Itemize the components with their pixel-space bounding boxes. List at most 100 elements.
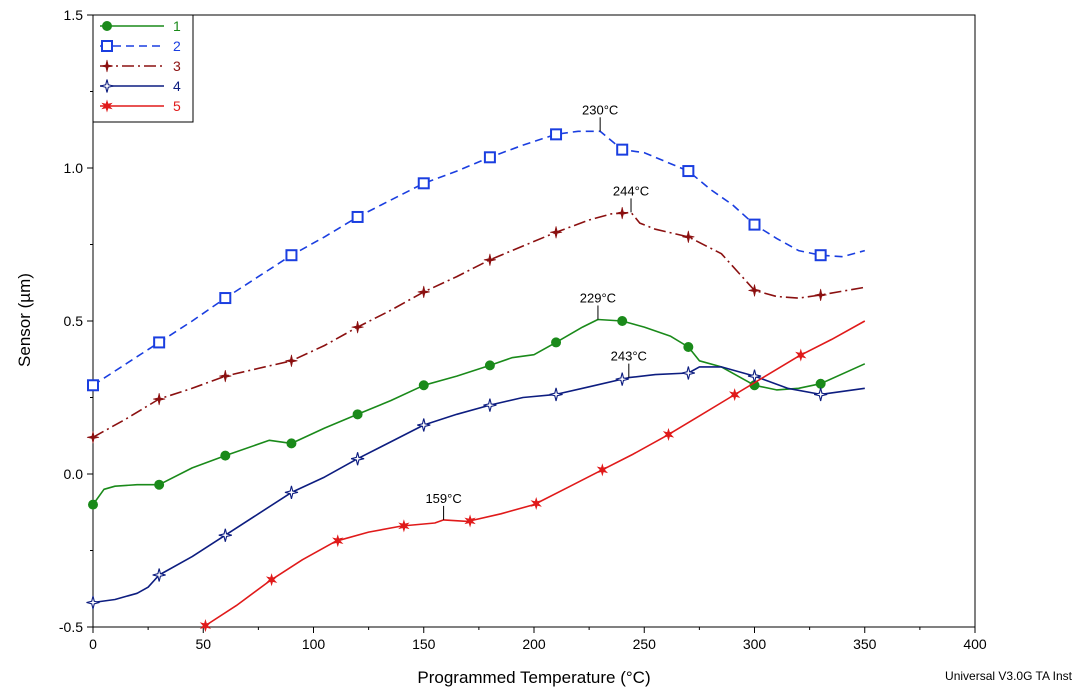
y-tick-label: -0.5: [59, 619, 83, 635]
x-tick-label: 300: [743, 636, 767, 652]
series-4-marker: [681, 366, 695, 380]
series-1-marker: [617, 316, 628, 326]
series-5-marker: [530, 496, 542, 511]
series-2-marker: [682, 165, 695, 178]
legend: 1 2 3 4 5: [92, 14, 194, 123]
series-3-marker: [682, 230, 695, 243]
series-1-marker: [286, 438, 297, 449]
series-3-marker: [351, 321, 364, 334]
series-4-marker: [152, 568, 166, 582]
annotation-label: 159°C: [425, 491, 461, 506]
series-4-marker: [284, 485, 299, 499]
series-4-marker: [549, 387, 563, 402]
series-4-marker: [615, 372, 629, 386]
annotations-layer: 230°C 244°C 229°C 243°C 159°C: [425, 102, 649, 520]
series-4-marker: [86, 595, 100, 610]
series-4-line: [92, 366, 865, 604]
series-3-marker: [483, 253, 496, 266]
series-5-marker: [332, 534, 344, 548]
series-1: [88, 316, 866, 510]
series-2-marker: [153, 336, 166, 349]
series-2-marker: [814, 249, 827, 262]
series-3-marker: [153, 392, 166, 406]
series-2-marker: [616, 143, 629, 156]
x-tick-label: 250: [633, 636, 657, 652]
series-4-marker: [814, 387, 828, 402]
x-tick-label: 350: [853, 636, 877, 652]
series-5: [199, 320, 866, 633]
series-2-marker: [417, 177, 430, 190]
series-2-marker: [550, 128, 563, 141]
x-tick-label: 150: [412, 636, 436, 652]
legend-marker-2: [101, 40, 113, 52]
series-2-marker: [285, 249, 298, 262]
series-2-line: [92, 130, 866, 386]
series-layer: [86, 128, 866, 633]
y-axis-title: Sensor (µm): [15, 273, 34, 367]
legend-label-5: 5: [173, 98, 181, 114]
series-1-line: [92, 318, 866, 506]
legend-marker-1: [102, 21, 112, 31]
legend-label-3: 3: [173, 58, 181, 74]
series-2-marker: [219, 292, 232, 305]
series-3-marker: [814, 288, 827, 302]
series-2: [87, 128, 866, 392]
series-1-marker: [551, 337, 562, 348]
series-2-marker: [748, 218, 761, 231]
series-5-marker: [464, 514, 476, 528]
y-tick-label: 1.5: [64, 7, 84, 23]
series-4: [86, 366, 865, 610]
series-1-marker: [815, 378, 826, 389]
series-4-marker: [417, 418, 431, 432]
annotation-label: 229°C: [580, 290, 616, 305]
legend-label-1: 1: [173, 18, 181, 34]
series-2-marker: [87, 379, 99, 392]
legend-marker-5: [101, 99, 113, 113]
series-3-marker: [285, 354, 298, 367]
series-5-marker: [199, 619, 212, 633]
series-1-marker: [154, 479, 165, 490]
x-tick-label: 50: [195, 636, 211, 652]
series-3-line: [92, 211, 865, 438]
series-5-marker: [662, 427, 675, 441]
series-3: [86, 206, 865, 444]
series-1-marker: [683, 342, 694, 353]
legend-label-4: 4: [173, 78, 181, 94]
x-tick-label: 0: [89, 636, 97, 652]
annotation-label: 230°C: [582, 102, 618, 117]
series-3-marker: [616, 206, 629, 220]
legend-label-2: 2: [173, 38, 181, 54]
series-5-marker: [398, 519, 410, 533]
footer-text: Universal V3.0G TA Inst: [945, 669, 1073, 683]
legend-marker-4: [100, 79, 114, 93]
x-tick-label: 400: [963, 636, 987, 652]
series-1-marker: [220, 450, 231, 461]
series-4-marker: [483, 398, 497, 412]
series-5-marker: [728, 388, 741, 402]
series-3-marker: [86, 431, 100, 444]
x-axis-title: Programmed Temperature (°C): [417, 668, 650, 687]
series-1-marker: [418, 380, 429, 391]
y-tick-label: 0.0: [64, 466, 84, 482]
plot-area: 0 50 100 150 200 250 300 350 400 -0.5 0.0 0.5 1.0 1.5: [59, 7, 987, 652]
series-3-marker: [549, 226, 563, 239]
series-5-line: [202, 320, 866, 628]
series-1-marker: [484, 360, 495, 371]
series-5-marker: [795, 348, 807, 362]
series-5-marker: [265, 573, 278, 587]
legend-marker-3: [100, 59, 114, 73]
series-3-marker: [219, 370, 232, 383]
series-3-marker: [417, 285, 430, 298]
series-4-marker: [218, 528, 232, 542]
x-tick-label: 100: [302, 636, 326, 652]
annotation-label: 244°C: [613, 183, 649, 198]
series-4-marker: [350, 452, 365, 466]
series-2-marker: [351, 210, 364, 223]
y-tick-label: 0.5: [64, 313, 84, 329]
series-5-marker: [596, 463, 609, 477]
series-2-marker: [483, 151, 496, 164]
x-tick-label: 200: [522, 636, 546, 652]
series-1-marker: [352, 409, 363, 420]
series-3-marker: [748, 284, 761, 297]
